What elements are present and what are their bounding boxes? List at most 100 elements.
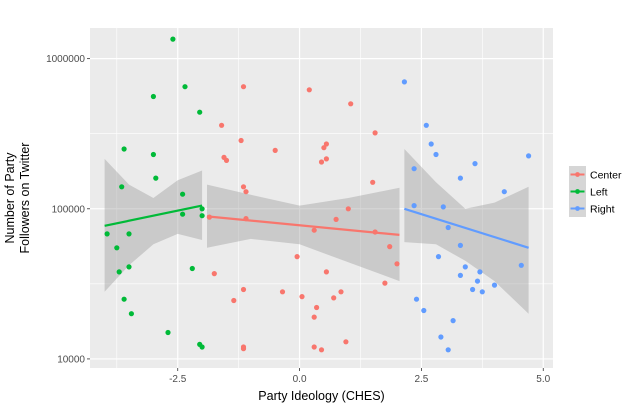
data-point-right (457, 272, 463, 278)
data-point-right (479, 289, 485, 295)
data-point-right (411, 203, 417, 209)
data-point-left (126, 264, 132, 270)
data-point-center (240, 286, 247, 293)
data-point-right (421, 307, 427, 314)
data-point-right (413, 296, 420, 302)
data-point-center (272, 147, 278, 153)
legend-label: Center (590, 169, 622, 181)
data-point-left (116, 269, 122, 275)
data-point-left (150, 93, 156, 100)
data-point-right (440, 204, 446, 210)
data-point-center (387, 244, 393, 250)
data-point-center (372, 130, 378, 136)
data-point-left (128, 311, 134, 317)
data-point-right (445, 224, 451, 231)
data-point-left (126, 231, 132, 237)
legend-item-center: Center (569, 166, 622, 183)
data-point-right (450, 318, 456, 324)
legend-item-right: Right (569, 200, 615, 217)
data-point-right (526, 153, 532, 159)
data-point-center (279, 289, 286, 295)
trend-line-center (206, 215, 400, 236)
x-axis-title: Party Ideology (CHES) (258, 389, 384, 403)
data-point-center (240, 84, 247, 90)
data-point-center (321, 145, 327, 151)
legend-key-point (575, 206, 580, 211)
data-point-center (323, 269, 329, 275)
data-point-center (382, 280, 388, 286)
data-point-left (121, 146, 127, 152)
data-point-right (457, 175, 463, 181)
data-point-right (470, 286, 476, 293)
data-point-right (423, 122, 429, 128)
data-point-center (370, 179, 376, 185)
data-point-center (211, 271, 217, 277)
trend-line-left (104, 204, 203, 227)
confidence-band-center (207, 184, 400, 282)
data-point-left (180, 211, 186, 217)
data-point-center (348, 101, 354, 107)
data-point-center (223, 157, 230, 163)
data-point-left (199, 213, 205, 219)
data-point-center (238, 137, 244, 144)
data-point-right (491, 282, 498, 288)
minor-gridlines (90, 28, 553, 368)
legend-key-point (575, 172, 580, 177)
data-point-center (240, 184, 247, 190)
data-point-right (428, 141, 434, 147)
confidence-bands (104, 149, 529, 314)
data-point-left (199, 344, 205, 350)
data-point-right (445, 347, 451, 353)
legend: Center Left Right (569, 166, 622, 217)
data-point-center (219, 122, 225, 128)
legend-label: Left (590, 186, 608, 198)
data-point-left (114, 245, 120, 251)
data-point-left (121, 296, 127, 302)
x-tick-label: 0.0 (293, 374, 307, 385)
data-point-right (518, 262, 524, 268)
y-axis-title-line-2: Followers on Twitter (18, 143, 32, 254)
confidence-band-left (104, 158, 203, 292)
data-point-left (170, 36, 176, 42)
data-point-right (433, 151, 439, 158)
data-point-left (199, 206, 205, 212)
data-point-center (338, 289, 344, 295)
data-point-left (197, 109, 203, 115)
x-axis: -2.5 0.0 2.5 5.0 (169, 368, 551, 385)
data-point-right (457, 242, 463, 248)
data-point-center (311, 344, 317, 350)
data-point-center (311, 227, 317, 233)
data-point-center (318, 159, 325, 165)
data-point-right (438, 334, 444, 340)
data-point-right (472, 161, 478, 167)
legend-label: Right (590, 203, 615, 215)
data-points (104, 36, 532, 353)
data-point-center (231, 297, 237, 304)
data-point-right (401, 79, 407, 85)
y-tick-label: 1000000 (46, 54, 85, 65)
data-point-center (299, 294, 305, 300)
data-point-right (501, 189, 507, 195)
data-point-left (189, 265, 195, 272)
plot-panel (90, 28, 553, 368)
data-point-center (306, 87, 312, 93)
data-point-center (394, 261, 400, 267)
data-point-center (345, 206, 351, 212)
y-tick-label: 10000 (57, 354, 85, 365)
data-point-center (314, 304, 320, 311)
data-point-center (323, 141, 329, 147)
data-point-left (182, 84, 188, 90)
data-point-left (165, 329, 171, 336)
data-point-right (435, 254, 442, 260)
x-tick-label: 2.5 (414, 374, 428, 385)
data-point-center (243, 189, 249, 195)
data-point-right (411, 166, 417, 172)
y-axis: 10000 100000 1000000 (46, 54, 90, 365)
x-tick-label: -2.5 (169, 374, 187, 385)
data-point-left (104, 231, 110, 237)
data-point-right (474, 278, 481, 284)
x-tick-label: 5.0 (536, 374, 550, 385)
data-point-left (150, 151, 156, 158)
y-axis-title-line-1: Number of Party (3, 152, 17, 244)
